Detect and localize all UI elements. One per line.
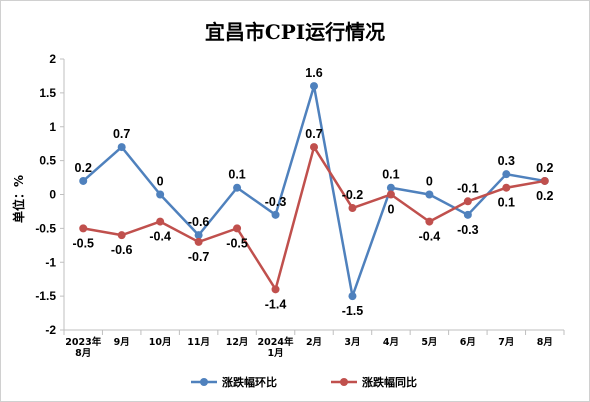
x-tick-label: 10月	[149, 337, 172, 348]
x-tick-label: 4月	[383, 337, 399, 348]
data-label: 0	[426, 175, 433, 189]
legend-item-2: 涨跌幅同比	[331, 375, 417, 389]
x-tick-label: 9月	[114, 337, 130, 348]
data-point	[348, 292, 357, 301]
data-point	[463, 210, 472, 219]
data-label: 0.1	[382, 168, 399, 182]
data-label: 0.2	[75, 161, 92, 175]
series-line	[83, 145, 545, 291]
y-tick-label: 1	[49, 120, 56, 134]
data-point	[271, 285, 280, 294]
data-label: 0.7	[305, 127, 322, 141]
data-label: 0	[157, 175, 164, 189]
data-label: -1.4	[265, 297, 287, 311]
x-tick-label: 3月	[344, 337, 360, 348]
data-label: -0.3	[457, 223, 479, 237]
x-tick-label: 11月	[187, 337, 210, 348]
data-label: 0.2	[536, 161, 553, 175]
data-label: -1.5	[342, 304, 364, 318]
data-point	[502, 170, 511, 179]
data-point	[310, 143, 318, 152]
data-point	[425, 217, 434, 226]
x-tick-label: 6月	[460, 337, 476, 348]
x-tick-label: 2024年 1月	[258, 336, 294, 359]
data-label: 0.2	[536, 189, 553, 203]
x-tick-label: 2月	[306, 337, 322, 348]
series-2	[79, 143, 549, 294]
data-label: -0.6	[188, 215, 210, 229]
data-point	[425, 190, 434, 199]
data-label: 0	[387, 203, 394, 217]
y-tick-label: -0.5	[35, 221, 56, 235]
data-label: -0.7	[188, 250, 210, 264]
data-label: -0.5	[72, 236, 94, 250]
legend-label: 涨跌幅环比	[222, 375, 277, 389]
data-point	[79, 224, 88, 233]
x-tick-label: 12月	[226, 337, 249, 348]
data-label: 0.7	[113, 127, 130, 141]
legend: 涨跌幅环比 涨跌幅同比	[191, 375, 417, 389]
y-tick-label: -1	[45, 255, 56, 269]
x-tick-label: 5月	[421, 337, 437, 348]
y-tick-label: -1.5	[35, 289, 56, 303]
data-point	[156, 190, 165, 199]
y-tick-label: 2	[49, 52, 56, 66]
data-point	[310, 82, 318, 91]
data-point	[386, 183, 395, 192]
data-point	[271, 210, 280, 219]
legend-item-1: 涨跌幅环比	[191, 375, 277, 389]
chart-title: 宜昌市CPI运行情况	[205, 20, 385, 44]
data-point	[348, 204, 357, 213]
data-point	[463, 197, 472, 206]
x-tick-label: 2023年 8月	[65, 336, 101, 359]
data-label: -0.4	[149, 230, 171, 244]
data-label: -0.2	[342, 188, 364, 202]
data-point	[194, 231, 203, 240]
y-tick-label: 0	[49, 188, 56, 202]
x-tick-label: 7月	[498, 337, 514, 348]
legend-swatch-marker	[200, 378, 208, 386]
data-point	[502, 183, 511, 192]
data-point	[233, 183, 242, 192]
data-label: 0.3	[498, 154, 515, 168]
data-label: -0.3	[265, 195, 287, 209]
data-point	[117, 143, 126, 152]
y-axis-label: 单位：%	[11, 175, 26, 223]
data-point	[194, 237, 203, 246]
y-tick-label: -2	[45, 323, 56, 337]
data-point	[540, 176, 549, 185]
x-tick-label: 8月	[537, 337, 553, 348]
data-point	[117, 231, 126, 240]
data-point	[79, 176, 88, 185]
series-layer	[79, 82, 549, 301]
data-point	[386, 190, 395, 199]
axes: 2 1.5 1 0.5 0 -0.5 -1 -1.5 -2 2023年 8月 9月 10月 11月 12月 2…	[35, 52, 565, 359]
legend-swatch-marker	[340, 378, 348, 386]
data-label: -0.1	[457, 181, 479, 195]
data-label: -0.5	[226, 236, 248, 250]
data-label: 0.1	[498, 196, 515, 210]
y-tick-label: 0.5	[39, 154, 56, 168]
data-label: 1.6	[305, 66, 322, 80]
data-labels-layer: 0.2 0.7 0 -0.6 0.1 -0.3 1.6 -1.5 0.1 0 -0.3 0.3 0.2 -…	[72, 66, 553, 318]
data-label: -0.6	[111, 243, 133, 257]
data-point	[233, 224, 242, 233]
y-tick-label: 1.5	[39, 86, 56, 100]
legend-label: 涨跌幅同比	[362, 375, 417, 389]
data-point	[156, 217, 165, 226]
data-label: 0.1	[228, 168, 245, 182]
data-label: -0.4	[419, 230, 441, 244]
